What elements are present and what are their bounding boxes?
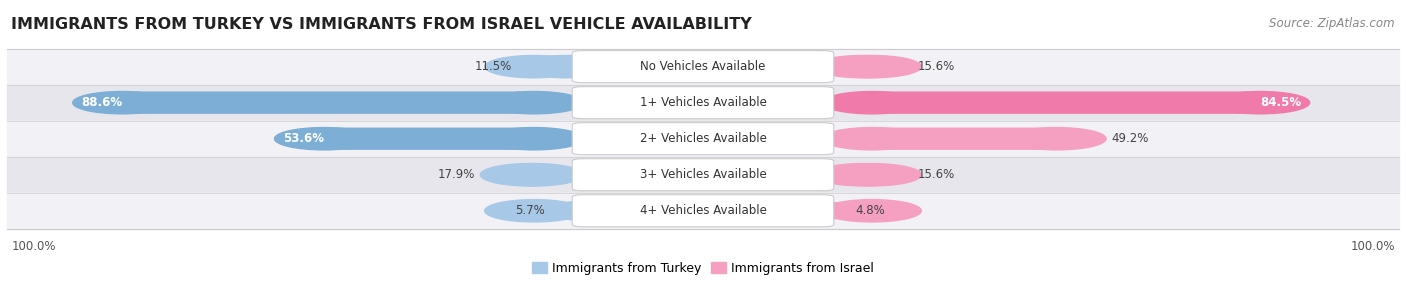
Text: 4+ Vehicles Available: 4+ Vehicles Available xyxy=(640,204,766,217)
Text: 15.6%: 15.6% xyxy=(918,60,955,73)
Text: 17.9%: 17.9% xyxy=(437,168,475,181)
Text: 53.6%: 53.6% xyxy=(283,132,323,145)
Text: 84.5%: 84.5% xyxy=(1260,96,1301,109)
Text: 3+ Vehicles Available: 3+ Vehicles Available xyxy=(640,168,766,181)
Text: 1+ Vehicles Available: 1+ Vehicles Available xyxy=(640,96,766,109)
Text: 88.6%: 88.6% xyxy=(82,96,122,109)
Text: 100.0%: 100.0% xyxy=(1350,240,1395,253)
Text: 49.2%: 49.2% xyxy=(1112,132,1149,145)
Text: 15.6%: 15.6% xyxy=(918,168,955,181)
Text: 5.7%: 5.7% xyxy=(515,204,546,217)
Text: 100.0%: 100.0% xyxy=(11,240,56,253)
Legend: Immigrants from Turkey, Immigrants from Israel: Immigrants from Turkey, Immigrants from … xyxy=(527,257,879,280)
Text: 2+ Vehicles Available: 2+ Vehicles Available xyxy=(640,132,766,145)
Text: No Vehicles Available: No Vehicles Available xyxy=(640,60,766,73)
Text: 11.5%: 11.5% xyxy=(474,60,512,73)
Text: Source: ZipAtlas.com: Source: ZipAtlas.com xyxy=(1270,17,1395,30)
Text: 4.8%: 4.8% xyxy=(856,204,886,217)
Text: IMMIGRANTS FROM TURKEY VS IMMIGRANTS FROM ISRAEL VEHICLE AVAILABILITY: IMMIGRANTS FROM TURKEY VS IMMIGRANTS FRO… xyxy=(11,17,752,32)
